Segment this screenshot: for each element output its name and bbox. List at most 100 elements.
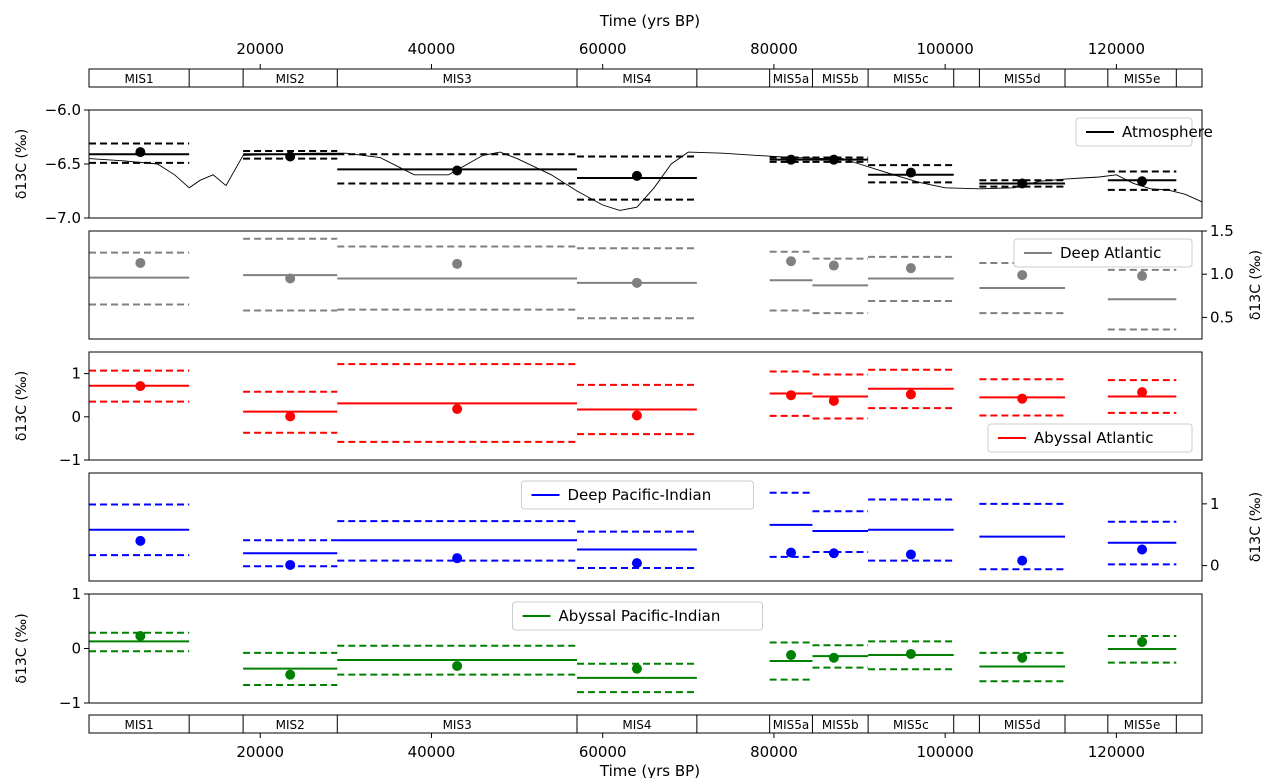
data-point <box>786 256 797 267</box>
legend-label: Deep Pacific-Indian <box>568 486 712 504</box>
data-point <box>1137 176 1148 187</box>
stage-label-bottom: MIS5e <box>1124 718 1161 732</box>
y-tick-label: 1.0 <box>1210 265 1234 283</box>
data-point <box>452 404 463 415</box>
panel-frame <box>88 109 1203 219</box>
data-point <box>135 147 146 158</box>
legend-label: Abyssal Atlantic <box>1034 429 1153 447</box>
panel-deep-pacific-indian: 0 1 δ13C (‰) Deep Pacific-Indian <box>88 472 1264 582</box>
data-point <box>1137 387 1148 398</box>
y-axis-label: δ13C (‰) <box>14 129 30 199</box>
y-tick-label: 1.5 <box>1210 222 1234 240</box>
panels: −7.0 −6.5 −6.0 δ13C (‰) Atmosphere 0.5 1.0 1.5 δ… <box>14 101 1264 712</box>
data-point <box>285 151 296 162</box>
stage-label-bottom: MIS5b <box>822 718 859 732</box>
data-point <box>135 381 146 392</box>
stage-label-top: MIS5d <box>1004 72 1041 86</box>
x-axis-label-bottom: Time (yrs BP) <box>599 762 700 778</box>
y-axis-label: δ13C (‰) <box>1248 250 1264 320</box>
x-tick-label-bottom: 40000 <box>408 743 456 761</box>
stage-label-top: MIS5c <box>893 72 929 86</box>
x-tick-label-top: 120000 <box>1088 40 1145 58</box>
x-tick-label-bottom: 60000 <box>579 743 627 761</box>
y-tick-label: 0 <box>71 408 81 426</box>
data-point <box>631 277 642 288</box>
stage-label-bottom: MIS5c <box>893 718 929 732</box>
legend-box <box>1013 238 1193 268</box>
data-point <box>285 411 296 422</box>
x-tick-label-bottom: 100000 <box>917 743 974 761</box>
legend-label: Abyssal Pacific-Indian <box>559 607 721 625</box>
x-tick-label-top: 80000 <box>750 40 798 58</box>
data-point <box>828 395 839 406</box>
y-axis-label: δ13C (‰) <box>1248 492 1264 562</box>
panel-frame <box>88 472 1203 582</box>
data-point <box>285 273 296 284</box>
stage-label-top: MIS4 <box>622 72 651 86</box>
data-point <box>786 390 797 401</box>
stage-band-frame-bottom <box>88 714 1203 734</box>
stage-label-bottom: MIS5a <box>773 718 810 732</box>
stage-label-top: MIS5e <box>1124 72 1161 86</box>
data-point <box>452 258 463 269</box>
data-point <box>135 257 146 268</box>
legend-label: Deep Atlantic <box>1060 244 1161 262</box>
y-tick-label: 1 <box>1210 495 1220 513</box>
data-point <box>452 553 463 564</box>
data-point <box>828 154 839 165</box>
y-tick-label: −6.0 <box>45 101 81 119</box>
x-tick-label-top: 60000 <box>579 40 627 58</box>
y-tick-label: −1 <box>59 451 81 469</box>
data-point <box>631 663 642 674</box>
y-tick-label: 1 <box>71 585 81 603</box>
data-point <box>828 548 839 559</box>
y-tick-label: −6.5 <box>45 155 81 173</box>
y-tick-label: −1 <box>59 694 81 712</box>
panel-frame <box>88 351 1203 461</box>
data-point <box>786 650 797 661</box>
data-point <box>905 389 916 400</box>
stage-label-bottom: MIS2 <box>276 718 305 732</box>
data-point <box>905 549 916 560</box>
legend-box <box>521 480 754 510</box>
y-tick-label: 0 <box>1210 557 1220 575</box>
stage-band-top: MIS1 MIS2 MIS3 MIS4 MIS5a MIS5b MIS5c MIS5d MIS5… <box>88 68 1203 88</box>
legend: Abyssal Atlantic <box>987 423 1193 453</box>
data-point <box>1017 393 1028 404</box>
stage-label-top: MIS5b <box>822 72 859 86</box>
x-tick-label-bottom: 120000 <box>1088 743 1145 761</box>
panel-atmosphere: −7.0 −6.5 −6.0 δ13C (‰) Atmosphere <box>14 101 1213 227</box>
data-point <box>1137 544 1148 555</box>
x-axis-label-top: Time (yrs BP) <box>599 12 700 30</box>
legend-box <box>1075 117 1193 147</box>
y-tick-label: 1 <box>71 365 81 383</box>
data-point <box>452 165 463 176</box>
legend-box <box>512 601 763 631</box>
stage-label-bottom: MIS1 <box>125 718 154 732</box>
x-tick-label-top: 20000 <box>236 40 284 58</box>
bottom-x-tick-labels: 20000 40000 60000 80000 100000 120000 <box>236 733 1145 761</box>
data-point <box>1017 555 1028 566</box>
stage-label-bottom: MIS4 <box>622 718 651 732</box>
stage-band-frame-top <box>88 68 1203 88</box>
panel-abyssal-pacific-indian: −1 0 1 δ13C (‰) Abyssal Pacific-Indian <box>14 585 1203 712</box>
legend: Deep Pacific-Indian <box>521 480 754 510</box>
data-point <box>828 260 839 271</box>
data-point <box>1017 652 1028 663</box>
data-point <box>1137 270 1148 281</box>
x-tick-label-top: 100000 <box>917 40 974 58</box>
data-point <box>905 167 916 178</box>
data-point <box>631 410 642 421</box>
panel-abyssal-atlantic: −1 0 1 δ13C (‰) Abyssal Atlantic <box>14 351 1203 469</box>
legend-box <box>987 423 1193 453</box>
data-point <box>631 170 642 181</box>
stage-label-top: MIS2 <box>276 72 305 86</box>
top-x-tick-labels: 20000 40000 60000 80000 100000 120000 <box>236 40 1145 69</box>
stage-label-bottom: MIS3 <box>443 718 472 732</box>
legend: Deep Atlantic <box>1013 238 1193 268</box>
atmosphere-curve <box>88 151 1203 211</box>
legend: Atmosphere <box>1075 117 1213 147</box>
data-point <box>452 660 463 671</box>
stage-label-top: MIS5a <box>773 72 810 86</box>
